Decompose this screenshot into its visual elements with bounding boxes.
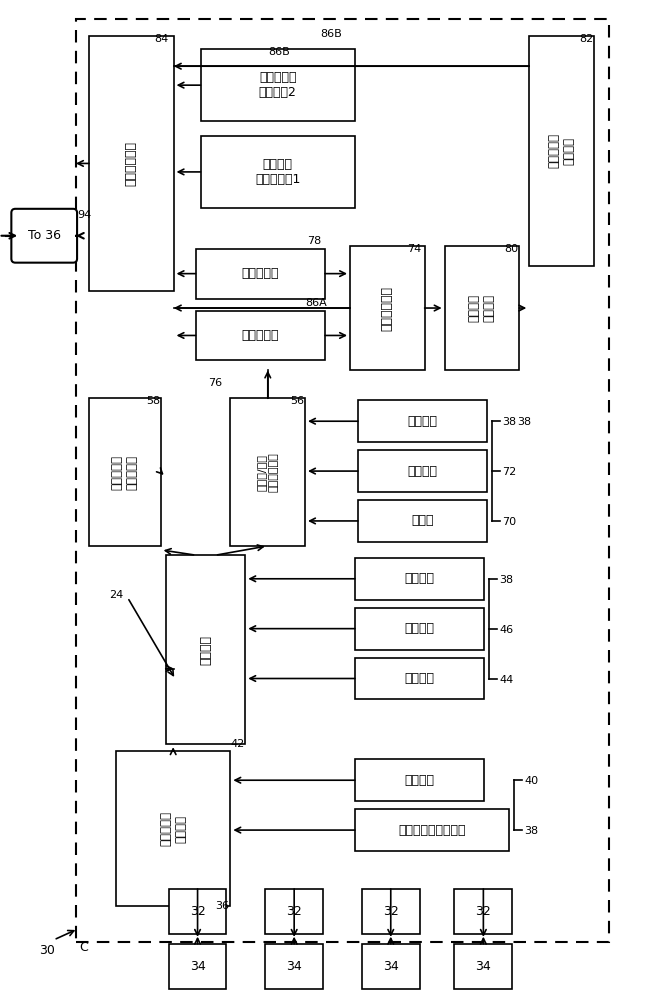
Text: 58: 58 <box>146 396 160 406</box>
Text: 38: 38 <box>517 417 531 427</box>
Text: 算法制动块
磨损模型: 算法制动块 磨损模型 <box>547 133 575 168</box>
Bar <box>196 249 325 299</box>
Bar <box>358 400 488 442</box>
Text: 46: 46 <box>500 625 513 635</box>
Bar <box>168 889 226 934</box>
Text: 制动能量（计算値）: 制动能量（计算値） <box>398 824 466 837</box>
Text: 38: 38 <box>524 826 538 836</box>
Text: 34: 34 <box>383 960 399 973</box>
Text: 24: 24 <box>109 590 123 600</box>
Bar <box>444 246 519 370</box>
Bar <box>362 889 420 934</box>
Bar <box>362 944 420 989</box>
Bar <box>76 19 609 942</box>
FancyBboxPatch shape <box>11 209 77 263</box>
Text: C: C <box>79 941 88 954</box>
Bar <box>265 944 323 989</box>
Text: 32: 32 <box>286 905 302 918</box>
Bar <box>454 889 512 934</box>
Text: 制动器/道路
负荷能量分配: 制动器/道路 负荷能量分配 <box>257 452 278 492</box>
Text: 86B: 86B <box>268 47 290 57</box>
Text: 物理磨损
传感器信号1: 物理磨损 传感器信号1 <box>255 158 300 186</box>
Text: 车辆速度: 车辆速度 <box>408 465 438 478</box>
Text: 34: 34 <box>286 960 302 973</box>
Text: 74: 74 <box>407 244 421 254</box>
Bar <box>454 944 512 989</box>
Text: 42: 42 <box>230 739 244 749</box>
Text: 磨损校正模型: 磨损校正模型 <box>125 141 138 186</box>
Text: 纵向加速度: 纵向加速度 <box>242 267 279 280</box>
Text: 横向加速度: 横向加速度 <box>242 329 279 342</box>
Text: 34: 34 <box>476 960 492 973</box>
Bar <box>358 450 488 492</box>
Bar <box>168 944 226 989</box>
Text: 86B: 86B <box>320 29 342 39</box>
Text: 76: 76 <box>208 378 222 388</box>
Text: 72: 72 <box>502 467 517 477</box>
Bar <box>89 36 174 291</box>
Text: 32: 32 <box>476 905 492 918</box>
Text: 制动能量: 制动能量 <box>405 572 435 585</box>
Text: 冷却系数: 冷却系数 <box>405 774 435 787</box>
Text: 56: 56 <box>290 396 304 406</box>
Text: 车辆动力模型: 车辆动力模型 <box>381 286 394 331</box>
Text: 30: 30 <box>39 944 55 957</box>
Bar <box>529 36 594 266</box>
Text: 齿轮比: 齿轮比 <box>412 514 434 527</box>
Bar <box>196 311 325 360</box>
Text: 算法转子
温度模型: 算法转子 温度模型 <box>468 294 496 322</box>
Text: 80: 80 <box>504 244 518 254</box>
Text: 转子温度: 转子温度 <box>405 672 435 685</box>
Text: 38: 38 <box>502 417 516 427</box>
Bar <box>355 759 484 801</box>
Text: 32: 32 <box>383 905 399 918</box>
Bar <box>358 500 488 542</box>
Bar <box>200 136 355 208</box>
Text: 标准的制动
块磨损模型: 标准的制动 块磨损模型 <box>111 455 139 490</box>
Text: 34: 34 <box>190 960 205 973</box>
Bar <box>355 608 484 650</box>
Text: 转换模型: 转换模型 <box>199 635 212 665</box>
Text: 40: 40 <box>524 776 538 786</box>
Text: 制动速度: 制动速度 <box>405 622 435 635</box>
Text: 38: 38 <box>500 575 513 585</box>
Text: 36: 36 <box>216 901 230 911</box>
Bar <box>230 398 305 546</box>
Text: 制动能量: 制动能量 <box>408 415 438 428</box>
Text: 78: 78 <box>307 236 322 246</box>
Bar <box>355 809 509 851</box>
Text: 物理磨损传
感器信号2: 物理磨损传 感器信号2 <box>259 71 296 99</box>
Bar <box>355 658 484 699</box>
Bar <box>355 558 484 600</box>
Bar <box>265 889 323 934</box>
Bar <box>89 398 161 546</box>
Bar <box>166 555 245 744</box>
Text: 标准的转子
温度模型: 标准的转子 温度模型 <box>159 811 187 846</box>
Text: To 36: To 36 <box>28 229 61 242</box>
Text: 32: 32 <box>190 905 205 918</box>
Text: 84: 84 <box>154 34 168 44</box>
Bar <box>116 751 230 906</box>
Text: 70: 70 <box>502 517 516 527</box>
Text: 44: 44 <box>500 675 513 685</box>
Bar <box>200 49 355 121</box>
Text: 94: 94 <box>77 210 91 220</box>
Text: 82: 82 <box>579 34 593 44</box>
Text: 86A: 86A <box>305 298 327 308</box>
Bar <box>350 246 425 370</box>
